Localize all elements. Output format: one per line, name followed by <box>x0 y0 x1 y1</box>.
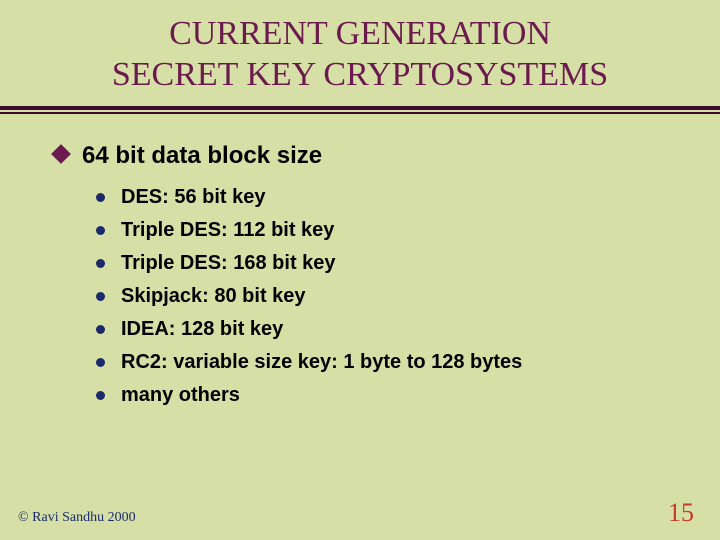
bullet-list: DES: 56 bit key Triple DES: 112 bit key … <box>54 186 720 407</box>
slide-content: 64 bit data block size DES: 56 bit key T… <box>0 114 720 407</box>
list-item: Triple DES: 112 bit key <box>96 219 720 242</box>
heading-row: 64 bit data block size <box>54 142 720 170</box>
circle-bullet-icon <box>96 325 105 334</box>
divider-line-thick <box>0 106 720 110</box>
list-item: RC2: variable size key: 1 byte to 128 by… <box>96 351 720 374</box>
list-item-text: IDEA: 128 bit key <box>121 318 283 341</box>
list-item-text: RC2: variable size key: 1 byte to 128 by… <box>121 351 522 374</box>
page-number: 15 <box>668 498 694 528</box>
circle-bullet-icon <box>96 292 105 301</box>
list-item: Skipjack: 80 bit key <box>96 285 720 308</box>
footer-copyright: © Ravi Sandhu 2000 <box>18 510 136 526</box>
list-item: Triple DES: 168 bit key <box>96 252 720 275</box>
title-divider <box>0 106 720 114</box>
circle-bullet-icon <box>96 391 105 400</box>
circle-bullet-icon <box>96 226 105 235</box>
list-item-text: Skipjack: 80 bit key <box>121 285 306 308</box>
list-item-text: DES: 56 bit key <box>121 186 266 209</box>
list-item-text: Triple DES: 112 bit key <box>121 219 334 242</box>
title-line-2: SECRET KEY CRYPTOSYSTEMS <box>112 56 608 93</box>
list-item-text: Triple DES: 168 bit key <box>121 252 336 275</box>
circle-bullet-icon <box>96 358 105 367</box>
diamond-bullet-icon <box>51 144 71 164</box>
list-item: IDEA: 128 bit key <box>96 318 720 341</box>
slide-title: CURRENT GENERATION SECRET KEY CRYPTOSYST… <box>0 0 720 96</box>
list-item-text: many others <box>121 384 240 407</box>
list-item: DES: 56 bit key <box>96 186 720 209</box>
circle-bullet-icon <box>96 193 105 202</box>
circle-bullet-icon <box>96 259 105 268</box>
title-line-1: CURRENT GENERATION <box>169 15 551 52</box>
list-item: many others <box>96 384 720 407</box>
heading-text: 64 bit data block size <box>82 142 322 170</box>
